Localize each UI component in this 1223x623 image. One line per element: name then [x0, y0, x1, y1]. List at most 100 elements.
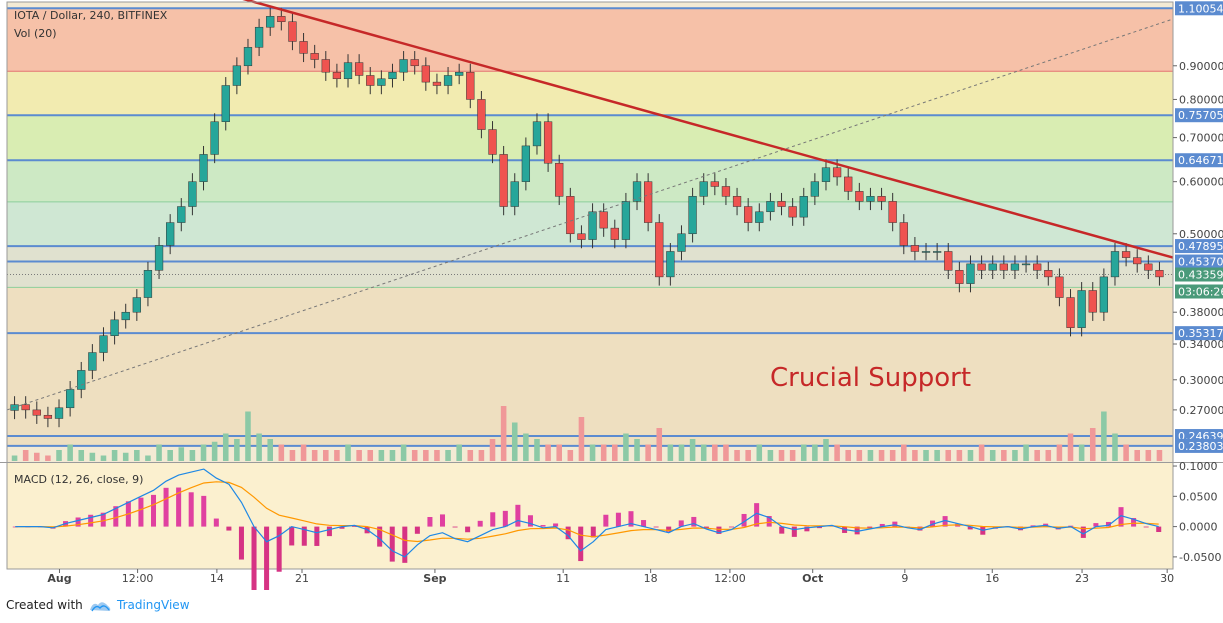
volume-bar [689, 439, 696, 461]
volume-bar [800, 444, 807, 461]
volume-bar [22, 450, 29, 461]
candle [944, 251, 953, 271]
tradingview-logo-icon[interactable] [88, 598, 112, 614]
candle [1110, 251, 1120, 278]
candle [121, 311, 130, 321]
fib-band-6 [7, 287, 1173, 446]
candle [443, 75, 453, 86]
candle [354, 62, 364, 76]
volume-bar [167, 450, 173, 461]
x-tick-label: 12:00 [122, 572, 154, 585]
candle [177, 206, 186, 223]
dashed-uptrend-line[interactable] [6, 18, 1174, 411]
x-tick-label: 14 [210, 572, 224, 585]
candle [377, 78, 386, 86]
volume-bar [656, 428, 663, 461]
fib-band-3 [7, 160, 1173, 202]
candle [466, 71, 475, 100]
macd-histogram-bar [477, 520, 483, 527]
price-label: 0.75705 [1178, 109, 1223, 122]
candle [777, 201, 786, 207]
macd-histogram-bar [138, 497, 144, 527]
downtrend-line[interactable] [205, 0, 1174, 259]
macd-histogram-bar [213, 518, 219, 527]
volume-bar [1001, 450, 1007, 461]
macd-histogram-bar [867, 526, 873, 529]
macd-histogram-bar [553, 523, 559, 527]
volume-bar [511, 422, 518, 461]
volume-bar [267, 439, 273, 461]
volume-bar [1045, 450, 1052, 461]
volume-bar [1034, 450, 1040, 461]
candle [1155, 270, 1164, 278]
price-label-box [1175, 153, 1223, 168]
volume-bar [567, 450, 574, 461]
price-label-box [1175, 438, 1223, 453]
volume-bar [211, 441, 218, 461]
macd-histogram-bar [565, 526, 571, 540]
volume-bar [1056, 444, 1063, 461]
volume-bar [134, 450, 140, 461]
candle [1133, 257, 1142, 265]
volume-bar [600, 444, 607, 461]
candle [610, 227, 619, 240]
volume-bar [867, 450, 874, 461]
volume-bar [856, 450, 863, 461]
macd-histogram-bar [854, 526, 860, 535]
price-label: 0.23803 [1178, 440, 1223, 453]
fib-band-1 [7, 71, 1173, 116]
y-tick-label: 0.60000 [1179, 176, 1223, 189]
volume-bar [189, 450, 196, 461]
volume-bar [323, 450, 329, 461]
macd-histogram-bar [150, 494, 157, 527]
macd-histogram-bar [615, 512, 621, 527]
tradingview-link[interactable]: TradingView [117, 598, 190, 612]
macd-histogram-bar [741, 513, 747, 527]
volume-bar [912, 450, 918, 461]
candle [810, 181, 820, 197]
price-label: 0.47895 [1178, 240, 1223, 253]
candle [388, 71, 397, 80]
volume-bar [178, 447, 185, 461]
macd-histogram-bar [389, 526, 395, 562]
candle [555, 162, 564, 197]
macd-tick-label: -0.0500 [1179, 551, 1221, 564]
macd-histogram-bar [653, 526, 659, 528]
candle [199, 154, 208, 182]
volume-bar [378, 450, 385, 461]
volume-bar [100, 455, 107, 461]
macd-histogram-bar [289, 526, 295, 546]
volume-bar [578, 417, 585, 461]
volume-bar [234, 439, 240, 461]
volume-bar [434, 450, 440, 461]
candle [599, 211, 608, 229]
x-tick-label: 16 [985, 572, 999, 585]
macd-histogram-bar [88, 514, 94, 527]
volume-bar [745, 450, 751, 461]
y-tick-label: 0.27000 [1179, 404, 1223, 417]
macd-histogram-bar [352, 526, 358, 528]
volume-bar [1089, 428, 1096, 461]
candle [77, 370, 86, 390]
macd-histogram-bar [691, 516, 697, 527]
macd-histogram-bar [728, 526, 735, 528]
candle [1099, 276, 1109, 313]
macd-pane-background [7, 463, 1173, 569]
volume-bar [678, 444, 685, 461]
volume-bar [311, 450, 318, 461]
volume-bar [523, 433, 529, 461]
candle [543, 121, 553, 164]
macd-histogram-bar [12, 526, 18, 528]
candle [588, 211, 597, 240]
candle [643, 181, 653, 223]
volume-bar [345, 444, 351, 461]
volume-bar [1012, 450, 1018, 461]
volume-indicator-label: Vol (20) [14, 27, 57, 40]
candle [621, 201, 631, 240]
candle [510, 181, 519, 207]
volume-bar [956, 450, 963, 461]
candle [243, 47, 253, 67]
y-tick-label: 0.80000 [1179, 93, 1223, 106]
y-tick-label: 0.38000 [1179, 306, 1223, 319]
